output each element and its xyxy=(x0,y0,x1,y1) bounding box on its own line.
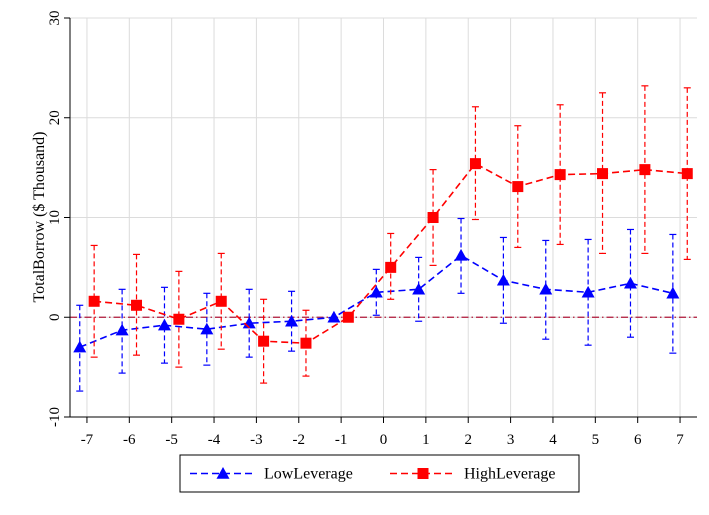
series-LowLeverage xyxy=(73,217,680,392)
legend-item: LowLeverage xyxy=(190,466,353,483)
data-point xyxy=(300,337,312,349)
series-line xyxy=(79,254,674,348)
data-point xyxy=(512,181,524,193)
x-tick-label: -3 xyxy=(250,432,263,448)
x-tick-label: 2 xyxy=(464,432,472,448)
data-point xyxy=(369,285,383,298)
x-tick-label: 1 xyxy=(422,432,430,448)
data-point xyxy=(412,282,426,295)
data-point xyxy=(173,313,185,325)
y-tick-label: -10 xyxy=(47,407,63,427)
data-point xyxy=(258,335,270,347)
data-point xyxy=(216,467,230,479)
y-tick-label: 10 xyxy=(47,210,63,225)
data-point xyxy=(88,295,100,307)
data-point xyxy=(454,248,468,261)
legend: LowLeverage HighLeverage xyxy=(179,454,580,493)
x-tick-label: -4 xyxy=(208,432,221,448)
series-line xyxy=(94,162,688,344)
legend-label: HighLeverage xyxy=(464,466,556,483)
data-point xyxy=(285,314,299,327)
x-tick-label: -6 xyxy=(123,432,136,448)
data-point xyxy=(200,322,214,335)
series-HighLeverage xyxy=(88,85,693,384)
x-tick-label: 5 xyxy=(592,432,600,448)
data-point xyxy=(469,158,481,170)
legend-item: HighLeverage xyxy=(390,466,556,483)
x-tick-label: 0 xyxy=(380,432,388,448)
data-point xyxy=(215,295,227,307)
y-tick-label: 30 xyxy=(47,11,63,26)
data-point xyxy=(496,273,510,286)
data-point xyxy=(115,323,129,336)
grid xyxy=(70,17,697,418)
x-tick-label: -7 xyxy=(81,432,94,448)
x-tick-label: 6 xyxy=(634,432,642,448)
data-point xyxy=(157,318,171,331)
data-point xyxy=(581,285,595,298)
data-point xyxy=(327,310,341,323)
x-tick-label: 7 xyxy=(676,432,684,448)
x-tick-label: -5 xyxy=(165,432,178,448)
data-point xyxy=(639,164,651,176)
data-point xyxy=(597,168,609,180)
data-point xyxy=(417,468,429,479)
series-layer xyxy=(73,85,693,392)
y-axis-label: TotalBorrow ($ Thousand) xyxy=(31,132,48,303)
data-point xyxy=(623,276,637,289)
x-tick-label: -1 xyxy=(335,432,348,448)
data-point xyxy=(131,299,143,311)
data-point xyxy=(539,282,553,295)
data-point xyxy=(385,261,397,273)
x-tick-label: 3 xyxy=(507,432,515,448)
data-point xyxy=(342,311,354,323)
x-tick-label: -2 xyxy=(293,432,306,448)
x-tick-label: 4 xyxy=(549,432,557,448)
data-point xyxy=(681,168,693,180)
data-point xyxy=(427,212,439,223)
data-point xyxy=(554,169,566,181)
legend-label: LowLeverage xyxy=(264,466,353,483)
data-point xyxy=(666,286,680,299)
y-tick-label: 20 xyxy=(47,110,63,125)
y-tick-label: 0 xyxy=(47,314,63,322)
data-point xyxy=(73,340,87,353)
